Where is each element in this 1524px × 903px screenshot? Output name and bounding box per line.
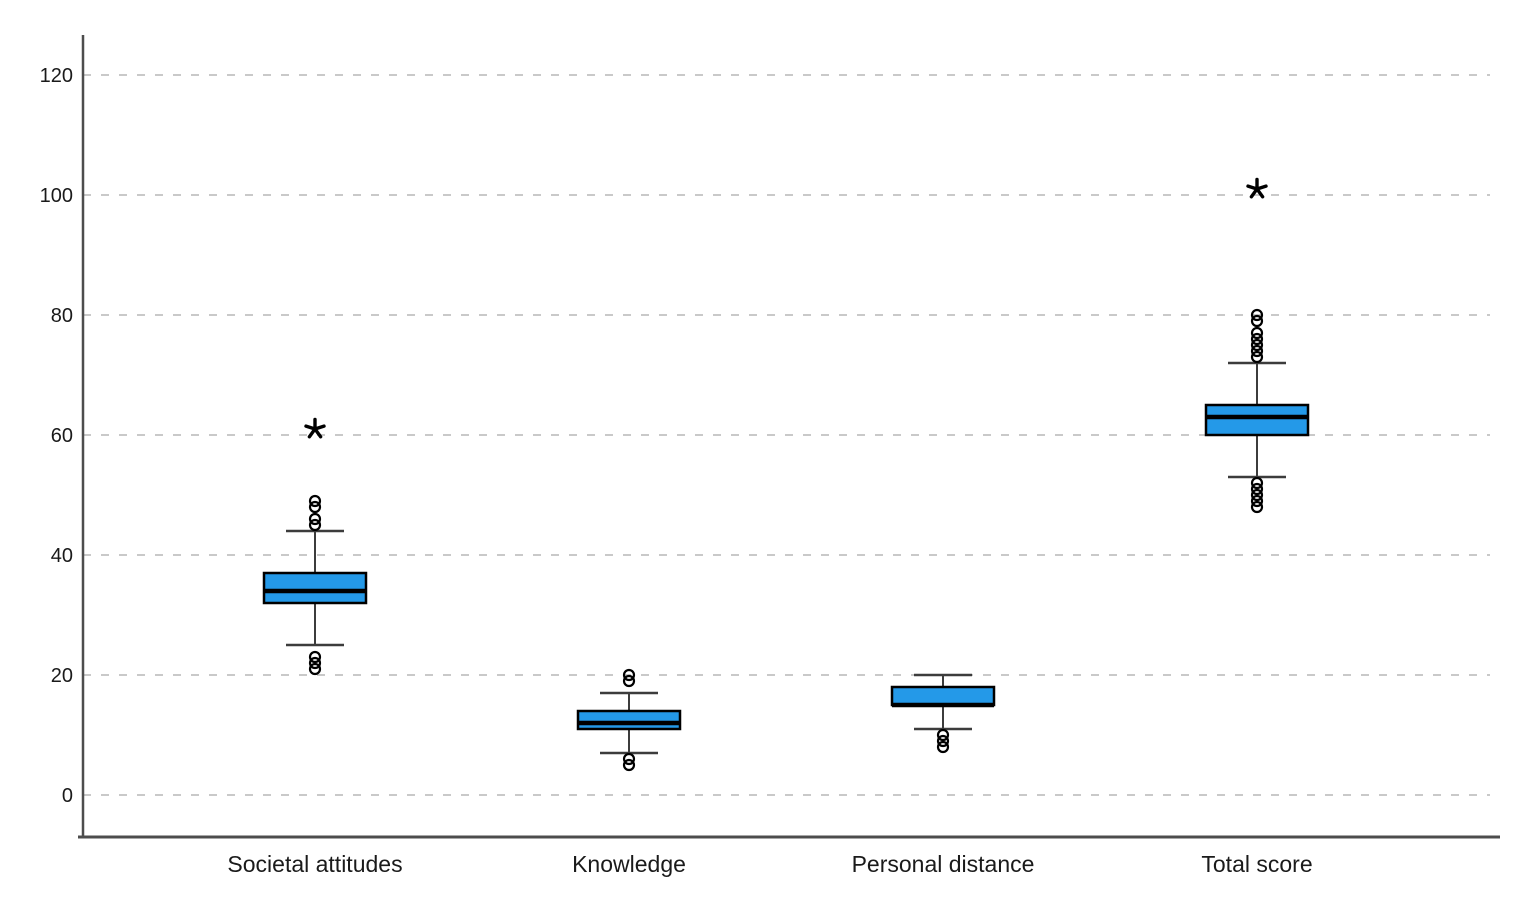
outlier-circle: [1250, 326, 1264, 340]
outlier-circle: [308, 512, 322, 526]
boxplot-societal-attitudes: [262, 417, 368, 676]
outlier-circle: [308, 650, 322, 664]
y-tick-label-80: 80: [51, 305, 73, 327]
outlier-circle: [622, 758, 636, 772]
x-tick-label-knowledge: Knowledge: [572, 851, 686, 877]
outlier-circle: [308, 500, 322, 514]
y-tick-label-0: 0: [62, 785, 73, 807]
outlier-circle: [308, 494, 322, 508]
outlier-circle: [1250, 494, 1264, 508]
boxplot-personal-distance: [890, 673, 996, 754]
iqr-box: [262, 571, 368, 605]
outlier-circle: [1250, 308, 1264, 322]
outlier-circle: [1250, 350, 1264, 364]
outlier-circle: [1250, 332, 1264, 346]
iqr-box: [576, 709, 682, 731]
outlier-circle: [1250, 482, 1264, 496]
outlier-circle: [622, 752, 636, 766]
y-tick-label-20: 20: [51, 665, 73, 687]
boxplot-knowledge: [576, 668, 682, 772]
outlier-circle: [622, 674, 636, 688]
iqr-box: [1204, 403, 1310, 437]
outlier-circle: [308, 656, 322, 670]
y-tick-label-100: 100: [40, 185, 73, 207]
outlier-circle: [936, 728, 950, 742]
boxplot-total-score: [1204, 177, 1310, 514]
outlier-circle: [1250, 488, 1264, 502]
outlier-circle: [1250, 314, 1264, 328]
outlier-circle: [1250, 344, 1264, 358]
outlier-circle: [308, 662, 322, 676]
outlier-circle: [1250, 476, 1264, 490]
outlier-circle: [308, 518, 322, 532]
y-tick-label-60: 60: [51, 425, 73, 447]
extreme-star: [1246, 177, 1268, 199]
x-tick-label-personal-distance: Personal distance: [852, 851, 1035, 877]
outlier-circle: [1250, 338, 1264, 352]
outlier-circle: [936, 740, 950, 754]
iqr-box: [890, 685, 996, 707]
y-tick-label-120: 120: [40, 65, 73, 87]
x-tick-label-societal-attitudes: Societal attitudes: [227, 851, 402, 877]
outlier-circle: [1250, 500, 1264, 514]
x-tick-label-total-score: Total score: [1201, 851, 1312, 877]
extreme-star: [304, 417, 326, 439]
outlier-circle: [936, 734, 950, 748]
y-tick-label-40: 40: [51, 545, 73, 567]
outlier-circle: [622, 668, 636, 682]
